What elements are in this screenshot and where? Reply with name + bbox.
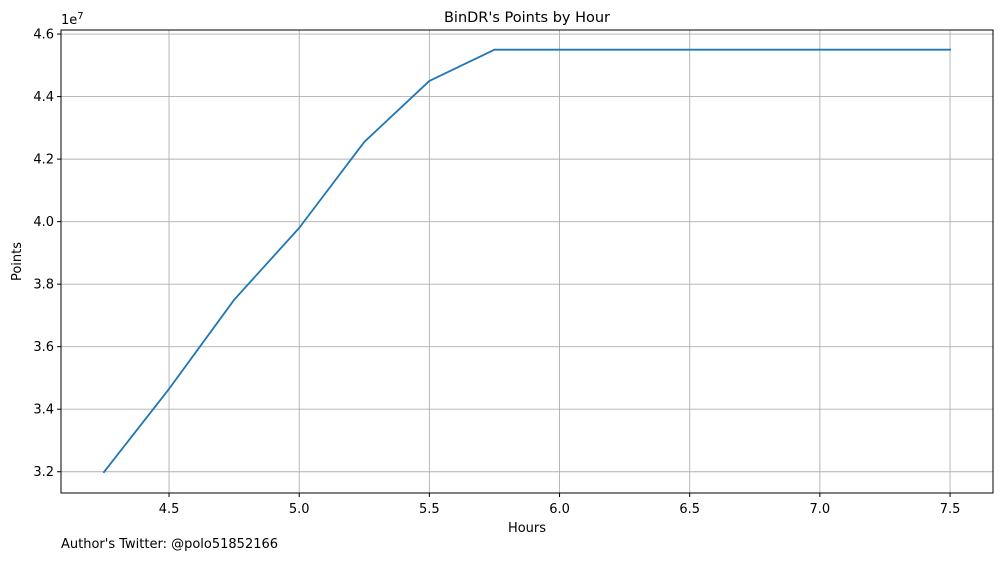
plot-frame [60, 29, 994, 494]
x-axis-label: Hours [508, 521, 546, 536]
y-axis-offset-label: 1e7 [61, 11, 84, 28]
y-tick-label: 4.4 [33, 90, 54, 105]
x-tick-label: 7.5 [940, 502, 961, 517]
axis-ticks: 4.5 5.0 5.5 6.0 6.5 7.0 7.5 3.2 3.4 3.6 3.8 4.0 4.2 4… [33, 28, 960, 517]
x-tick-label: 5.0 [289, 502, 310, 517]
y-tick-label: 4.6 [33, 28, 54, 43]
y-tick-label: 3.8 [33, 278, 54, 293]
y-tick-label: 3.2 [33, 465, 54, 480]
y-tick-label: 3.4 [33, 403, 54, 418]
y-tick-label: 4.0 [33, 215, 54, 230]
y-axis-label: Points [10, 242, 25, 281]
y-tick-label: 3.6 [33, 340, 54, 355]
x-tick-label: 4.5 [159, 502, 180, 517]
series-line [102, 48, 951, 474]
x-tick-label: 6.5 [679, 502, 700, 517]
grid [61, 30, 993, 493]
author-twitter-note: Author's Twitter: @polo51852166 [61, 537, 279, 552]
y-tick-label: 4.2 [33, 153, 54, 168]
series [102, 48, 951, 474]
x-tick-label: 7.0 [810, 502, 831, 517]
chart-title: BinDR's Points by Hour [444, 10, 610, 26]
x-tick-label: 5.5 [419, 502, 440, 517]
x-tick-label: 6.0 [549, 502, 570, 517]
